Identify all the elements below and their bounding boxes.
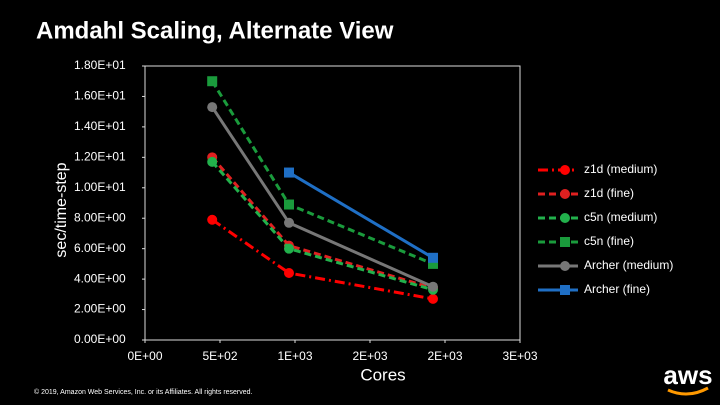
marker bbox=[428, 281, 438, 292]
legend-marker bbox=[560, 189, 570, 199]
logo: aws bbox=[663, 360, 712, 390]
x-tick-label: 2E+03 bbox=[352, 349, 387, 363]
x-tick-label: 5E+02 bbox=[202, 349, 237, 363]
legend-marker bbox=[560, 261, 570, 271]
legend-marker bbox=[560, 165, 570, 175]
marker bbox=[428, 252, 438, 263]
legend-label: z1d (fine) bbox=[584, 186, 634, 200]
legend-marker bbox=[560, 285, 570, 295]
marker bbox=[428, 258, 438, 269]
x-tick-label: 0E+00 bbox=[127, 349, 162, 363]
series-line bbox=[288, 171, 434, 260]
marker bbox=[207, 76, 218, 87]
x-axis-label: Cores bbox=[360, 365, 405, 384]
marker bbox=[207, 214, 218, 225]
marker bbox=[207, 102, 218, 113]
series-line bbox=[211, 218, 434, 301]
legend-label: Archer (fine) bbox=[584, 282, 650, 296]
legend-marker bbox=[560, 213, 570, 223]
y-tick-label: 0.00E+00 bbox=[74, 332, 126, 346]
footer: © 2019, Amazon Web Services, Inc. or its… bbox=[34, 388, 253, 396]
x-tick-label: 1E+03 bbox=[277, 349, 312, 363]
series-line bbox=[210, 106, 434, 289]
marker bbox=[284, 243, 294, 254]
plot-border bbox=[144, 65, 521, 341]
y-tick-label: 1.40E+01 bbox=[74, 119, 126, 133]
y-tick-label: 1.00E+01 bbox=[74, 180, 126, 194]
marker bbox=[284, 167, 294, 178]
marker bbox=[284, 199, 294, 210]
chart-title: Amdahl Scaling, Alternate View bbox=[36, 17, 394, 44]
legend-label: z1d (medium) bbox=[584, 162, 657, 176]
marker bbox=[428, 293, 438, 304]
x-tick-label: 3E+03 bbox=[502, 349, 537, 363]
logo-smile bbox=[667, 386, 709, 396]
y-tick-label: 1.60E+01 bbox=[74, 89, 126, 103]
x-tick-label: 2E+03 bbox=[427, 349, 462, 363]
series-line bbox=[211, 156, 434, 290]
legend-label: Archer (medium) bbox=[584, 258, 673, 272]
y-tick-label: 8.00E+00 bbox=[74, 210, 126, 224]
y-axis-label: sec/time-step bbox=[53, 162, 70, 257]
marker bbox=[284, 268, 294, 279]
marker bbox=[284, 217, 294, 228]
y-tick-label: 1.20E+01 bbox=[74, 150, 126, 164]
y-tick-label: 1.80E+01 bbox=[74, 58, 126, 72]
y-tick-label: 2.00E+00 bbox=[74, 302, 126, 316]
legend-label: c5n (fine) bbox=[584, 234, 634, 248]
marker bbox=[207, 156, 218, 167]
legend-label: c5n (medium) bbox=[584, 210, 657, 224]
legend-marker bbox=[560, 237, 570, 247]
y-tick-label: 4.00E+00 bbox=[74, 271, 126, 285]
y-tick-label: 6.00E+00 bbox=[74, 241, 126, 255]
